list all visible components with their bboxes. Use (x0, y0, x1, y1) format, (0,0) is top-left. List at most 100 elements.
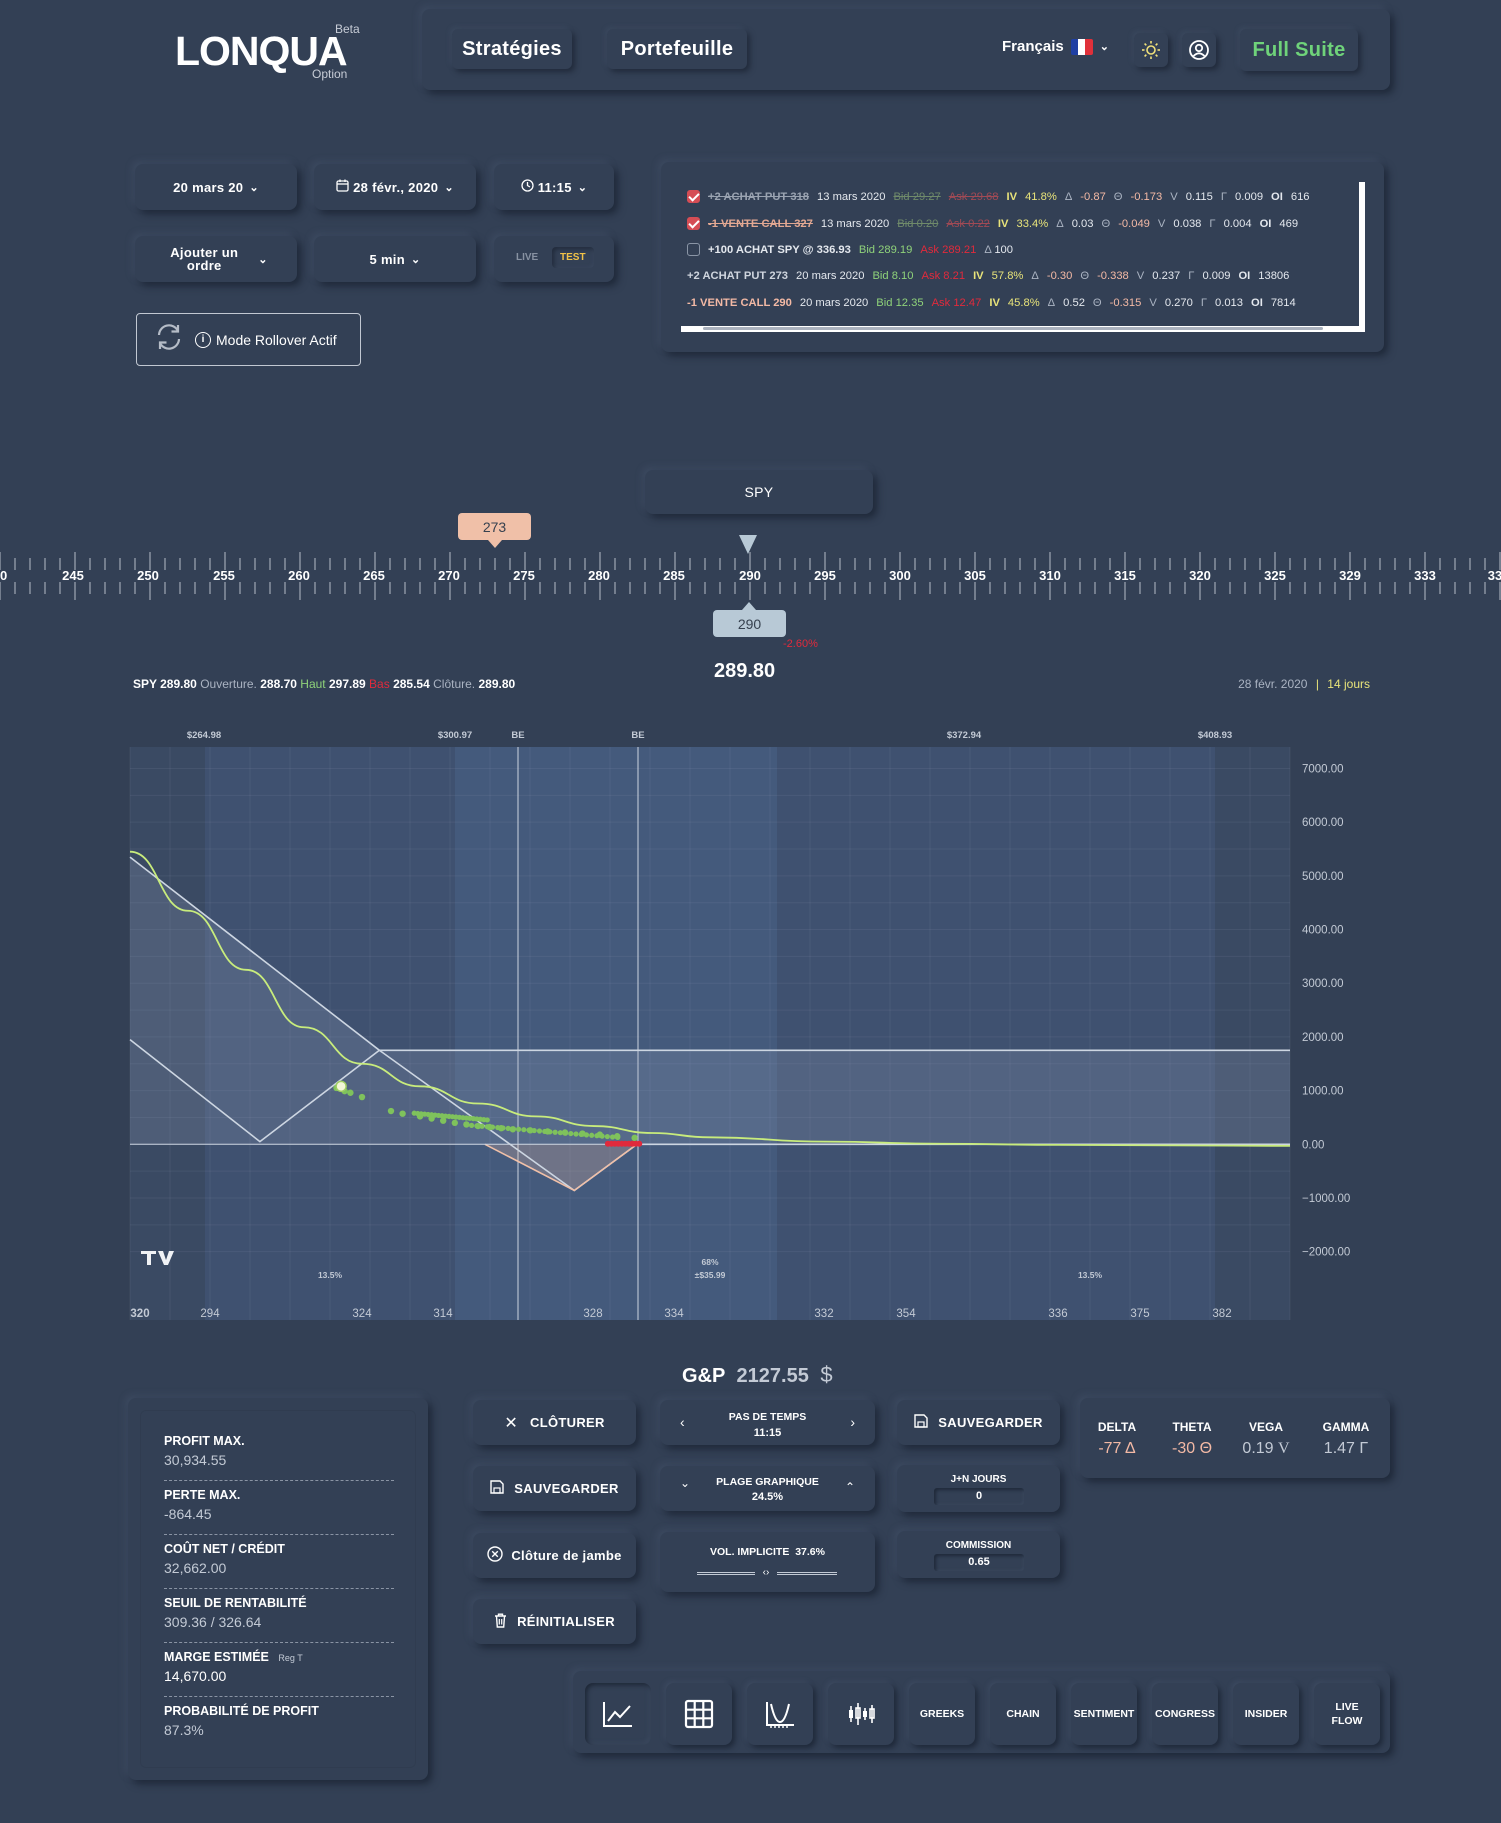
current-price-marker (335, 1080, 347, 1093)
commission-input[interactable]: 0.65 (934, 1554, 1024, 1571)
close-position-label: CLÔTURER (530, 1415, 605, 1430)
tab-congress[interactable]: CONGRESS (1152, 1683, 1218, 1745)
expiry-label: 20 mars 20 (173, 179, 244, 195)
price-dot (347, 1089, 354, 1096)
leg-gamma: 0.009 (1202, 270, 1231, 282)
implied-vol-control: VOL. IMPLICITE 37.6% ‹› (660, 1532, 875, 1592)
user-icon[interactable] (1182, 33, 1216, 67)
stats-panel: PROFIT MAX. 30,934.55 PERTE MAX. -864.45 C… (128, 1398, 428, 1780)
days-offset-input[interactable]: 0 (934, 1488, 1024, 1505)
tab-chain[interactable]: CHAIN (990, 1683, 1056, 1745)
x-tick-label: 328 (583, 1308, 602, 1320)
full-suite-button[interactable]: Full Suite (1240, 29, 1358, 71)
price-dot (500, 1125, 506, 1131)
tab-live-flow[interactable]: LIVE FLOW (1314, 1683, 1380, 1745)
leg-date: 20 mars 2020 (796, 270, 865, 282)
pnl-label: G&P (682, 1365, 725, 1387)
chevron-down-icon: ⌄ (1099, 41, 1109, 53)
days-offset-control: J+N JOURS 0 (897, 1465, 1060, 1512)
interval-select[interactable]: 5 min ⌄ (314, 236, 476, 282)
save-strategy-button[interactable]: SAUVEGARDER (897, 1400, 1060, 1445)
greek-name: DELTA (1097, 1420, 1137, 1434)
leg-row[interactable]: -1 VENTE CALL 290 20 mars 2020 Bid 12.35… (687, 297, 1296, 309)
tab-table[interactable] (666, 1683, 732, 1745)
leg-name: -1 VENTE CALL 290 (687, 297, 792, 309)
stat-label: MARGE ESTIMÉE (164, 1650, 269, 1664)
chevron-down-icon[interactable]: ⌄ (680, 1476, 691, 1490)
stat-profit-max: PROFIT MAX. 30,934.55 (164, 1434, 394, 1468)
leg-delta: 100 (994, 243, 1013, 256)
time-label: 11:15 (537, 179, 572, 195)
tab-sentiment[interactable]: SENTIMENT (1071, 1683, 1137, 1745)
reset-button[interactable]: RÉINITIALISER (473, 1599, 636, 1644)
interval-label: 5 min (369, 251, 405, 267)
price-dot (469, 1122, 475, 1129)
distribution-icon (766, 1702, 794, 1728)
leg-checkbox[interactable] (687, 217, 700, 230)
leg-row[interactable]: +100 ACHAT SPY @ 336.93 Bid 289.19 Ask 2… (687, 243, 1013, 256)
leg-vega: 0.038 (1173, 217, 1202, 230)
leg-ask: Ask 0.22 (946, 217, 990, 230)
nav-portfolio[interactable]: Portefeuille (607, 29, 747, 69)
chart-top-label: BE (511, 730, 524, 741)
x-tick-label: 314 (433, 1308, 453, 1320)
date-picker[interactable]: 28 févr., 2020 ⌄ (314, 164, 476, 210)
iv-label: IV (1006, 190, 1018, 203)
low-label: Bas (369, 677, 390, 691)
live-test-toggle[interactable]: LIVE TEST (494, 236, 614, 282)
price-dot (358, 1093, 366, 1101)
stat-value: -864.45 (164, 1506, 212, 1522)
grid-icon (684, 1699, 714, 1729)
live-option[interactable]: LIVE (516, 252, 539, 263)
leg-theta: -0.173 (1130, 190, 1163, 203)
greek-name: GAMMA (1322, 1420, 1370, 1434)
slider-handle[interactable]: ‹› (755, 1566, 777, 1580)
ruler-label: 333 (1414, 568, 1436, 583)
leg-row[interactable]: -1 VENTE CALL 327 13 mars 2020 Bid 0.20 … (687, 217, 1298, 230)
tab-insider[interactable]: INSIDER (1233, 1683, 1299, 1745)
test-option[interactable]: TEST (552, 247, 594, 268)
close-position-button[interactable]: ✕ CLÔTURER (473, 1400, 636, 1445)
expiry-select[interactable]: 20 mars 20 ⌄ (135, 164, 297, 210)
nav-strategies[interactable]: Stratégies (452, 29, 572, 69)
add-order-label: Ajouter un ordre (170, 245, 239, 273)
payoff-chart[interactable]: $264.98 $300.97 BE BE $372.94 $408.93 7000.00 6… (0, 720, 1501, 1320)
greek-value: 1.47 (1323, 1440, 1355, 1457)
greek-value: 0.19 (1242, 1440, 1274, 1457)
leg-checkbox[interactable] (687, 243, 700, 256)
leg-row[interactable]: +2 ACHAT PUT 273 20 mars 2020 Bid 8.10 A… (687, 270, 1290, 282)
horizontal-scrollbar[interactable] (703, 327, 1323, 330)
rollover-button[interactable]: i Mode Rollover Actif (136, 313, 361, 366)
ruler-marker-top[interactable]: 273 (458, 513, 531, 540)
tab-distribution[interactable] (747, 1683, 813, 1745)
leg-checkbox[interactable] (687, 190, 700, 203)
price-ruler[interactable]: 20 245 250 255 260 265 270 275 280 285 290 295 300 30… (0, 510, 1501, 635)
days-offset-label: J+N JOURS (950, 1474, 1007, 1485)
language-select[interactable]: Français ⌄ (1002, 38, 1109, 55)
leg-oi: 616 (1290, 190, 1310, 203)
sigma-annotation: ±$35.99 (695, 1270, 726, 1280)
chevron-right-icon[interactable]: › (850, 1414, 855, 1430)
price-dot (440, 1117, 447, 1124)
time-picker[interactable]: 11:15 ⌄ (494, 164, 614, 210)
y-tick-label: 4000.00 (1302, 925, 1344, 937)
pnl-value: 2127.55 (736, 1365, 809, 1387)
close-leg-button[interactable]: Clôture de jambe (473, 1533, 636, 1578)
symbol-selector[interactable]: SPY (645, 470, 873, 514)
tab-candles[interactable] (828, 1683, 894, 1745)
chevron-up-icon[interactable]: ⌃ (844, 1480, 855, 1494)
save-button[interactable]: SAUVEGARDER (473, 1466, 636, 1511)
add-order-select[interactable]: Ajouter un ordre ⌄ (135, 236, 297, 282)
tab-greeks[interactable]: GREEKS (909, 1683, 975, 1745)
leg-delta: -0.87 (1080, 190, 1106, 203)
price-dot (489, 1124, 496, 1130)
price-dot (547, 1129, 553, 1135)
ruler-marker-bottom[interactable]: 290 (713, 610, 786, 637)
commission-control: COMMISSION 0.65 (897, 1531, 1060, 1578)
sun-icon[interactable] (1134, 33, 1168, 67)
stat-label: PROFIT MAX. (164, 1434, 245, 1448)
tab-chart[interactable] (585, 1683, 651, 1745)
leg-row[interactable]: +2 ACHAT PUT 318 13 mars 2020 Bid 29.27 … (687, 190, 1310, 203)
ruler-label: 265 (363, 568, 385, 583)
chevron-left-icon[interactable]: ‹ (680, 1414, 685, 1430)
